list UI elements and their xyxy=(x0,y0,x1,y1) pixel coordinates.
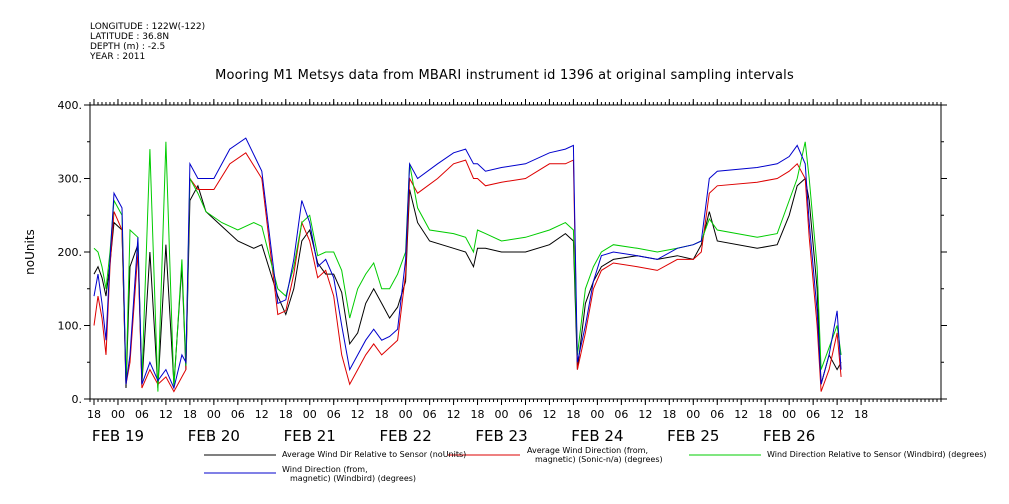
legend-label-line1: Average Wind Direction (from, xyxy=(527,446,649,455)
x-hour-label: 18 xyxy=(662,408,676,421)
x-hour-label: 00 xyxy=(590,408,604,421)
x-hour-label: 00 xyxy=(111,408,125,421)
legend-label-line1: Wind Direction (from, xyxy=(282,465,368,474)
x-day-label: FEB 20 xyxy=(188,427,240,445)
x-hour-label: 12 xyxy=(830,408,844,421)
legend-entry-2: Average Wind Direction (from, magnetic) (… xyxy=(527,446,663,464)
x-day-label: FEB 26 xyxy=(763,427,815,445)
y-tick-label: 400. xyxy=(58,99,83,112)
x-hour-label: 00 xyxy=(686,408,700,421)
series-line-2 xyxy=(93,152,842,393)
series-line-3 xyxy=(93,141,842,392)
x-hour-label: 06 xyxy=(135,408,149,421)
x-hour-label: 12 xyxy=(351,408,365,421)
x-hour-label: 06 xyxy=(327,408,341,421)
y-tick-label: 200. xyxy=(58,246,83,259)
x-hour-label: 18 xyxy=(854,408,868,421)
x-hour-label: 06 xyxy=(614,408,628,421)
chart-title: Mooring M1 Metsys data from MBARI instru… xyxy=(215,68,794,83)
x-day-label: FEB 23 xyxy=(475,427,527,445)
series-line-1 xyxy=(93,177,842,389)
longitude-label: LONGITUDE : 122W(-122) xyxy=(90,22,206,32)
x-hour-label: 18 xyxy=(471,408,485,421)
legend-entry-1: Average Wind Dir Relative to Sensor (noU… xyxy=(282,450,466,459)
x-hour-label: 06 xyxy=(710,408,724,421)
x-hour-label: 18 xyxy=(375,408,389,421)
x-hour-label: 06 xyxy=(231,408,245,421)
legend-label-line1: Average Wind Dir Relative to Sensor (noU… xyxy=(282,450,467,459)
x-day-label: FEB 25 xyxy=(667,427,719,445)
x-hour-label: 00 xyxy=(303,408,317,421)
year-label: YEAR : 2011 xyxy=(90,52,146,62)
x-hour-label: 06 xyxy=(806,408,820,421)
x-hour-label: 12 xyxy=(255,408,269,421)
x-hour-label: 18 xyxy=(87,408,101,421)
axis-layer: 0. 100. 200. 300. 400. 18 00 06 12 18 00 06 12 18 00 06… xyxy=(58,99,947,445)
x-hour-label: 00 xyxy=(399,408,413,421)
x-day-label: FEB 21 xyxy=(284,427,336,445)
series-layer xyxy=(93,137,842,393)
x-hour-label: 12 xyxy=(447,408,461,421)
legend-entry-3: Wind Direction Relative to Sensor (Windb… xyxy=(767,450,987,459)
depth-label: DEPTH (m) : -2.5 xyxy=(90,42,166,52)
x-hour-label: 18 xyxy=(758,408,772,421)
y-tick-label: 300. xyxy=(58,173,83,186)
x-day-label: FEB 24 xyxy=(571,427,623,445)
x-day-label: FEB 19 xyxy=(92,427,144,445)
x-hour-label: 18 xyxy=(183,408,197,421)
x-hour-label: 18 xyxy=(279,408,293,421)
x-day-label: FEB 22 xyxy=(379,427,431,445)
x-hour-label: 00 xyxy=(782,408,796,421)
legend-label-line1: Wind Direction Relative to Sensor (Windb… xyxy=(767,450,987,459)
legend-entry-4: Wind Direction (from, magnetic) (Windbird… xyxy=(282,465,416,483)
x-hour-label: 12 xyxy=(542,408,556,421)
x-hour-label: 12 xyxy=(734,408,748,421)
x-hour-label: 06 xyxy=(423,408,437,421)
legend-label-line2: magnetic) (Windbird) (degrees) xyxy=(290,474,417,483)
x-hour-label: 18 xyxy=(566,408,580,421)
x-hour-label: 00 xyxy=(495,408,509,421)
x-hour-label: 00 xyxy=(207,408,221,421)
legend-label-line2: magnetic) (Sonic-n/a) (degrees) xyxy=(535,455,663,464)
x-hour-label: 06 xyxy=(518,408,532,421)
legend-layer xyxy=(204,454,761,474)
x-hour-label: 12 xyxy=(638,408,652,421)
latitude-label: LATITUDE : 36.8N xyxy=(90,32,170,42)
series-line-4 xyxy=(93,137,842,390)
y-tick-label: 100. xyxy=(58,320,83,333)
y-tick-label: 0. xyxy=(72,393,83,406)
x-hour-label: 12 xyxy=(159,408,173,421)
